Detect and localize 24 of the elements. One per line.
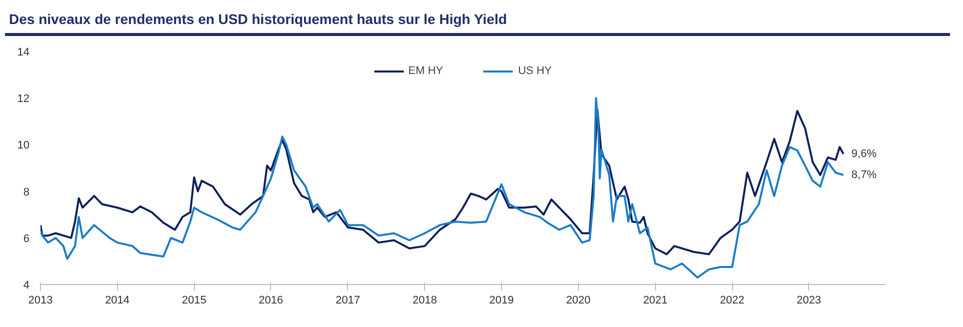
chart-title: Des niveaux de rendements en USD historiquement hauts sur le High Yield (9, 10, 507, 29)
x-tick-label: 2017 (336, 294, 360, 306)
y-tick-label: 4 (23, 280, 30, 292)
x-tick-label: 2022 (720, 294, 744, 306)
x-tick-label: 2019 (489, 294, 514, 306)
x-tick-label: 2016 (258, 294, 284, 306)
x-tick-label: 2013 (28, 294, 53, 306)
y-tick-label: 14 (17, 46, 30, 58)
annotation: 9,6% (851, 148, 877, 160)
x-tick-label: 2020 (566, 294, 591, 306)
line-series (40, 108, 844, 256)
x-tick-label: 2015 (182, 294, 206, 306)
x-tick-label: 2014 (105, 294, 130, 306)
y-tick-label: 12 (17, 93, 30, 106)
annotation: 8,7% (851, 168, 877, 181)
legend-label: US HY (518, 65, 552, 77)
y-tick-label: 8 (23, 186, 30, 198)
x-tick-label: 2023 (796, 294, 822, 306)
legend-label: EM HY (408, 65, 444, 77)
y-tick-label: 10 (17, 140, 30, 152)
x-tick-label: 2018 (412, 294, 437, 306)
line-series (40, 97, 844, 279)
x-tick-label: 2021 (643, 294, 668, 306)
y-tick-label: 6 (23, 232, 30, 245)
